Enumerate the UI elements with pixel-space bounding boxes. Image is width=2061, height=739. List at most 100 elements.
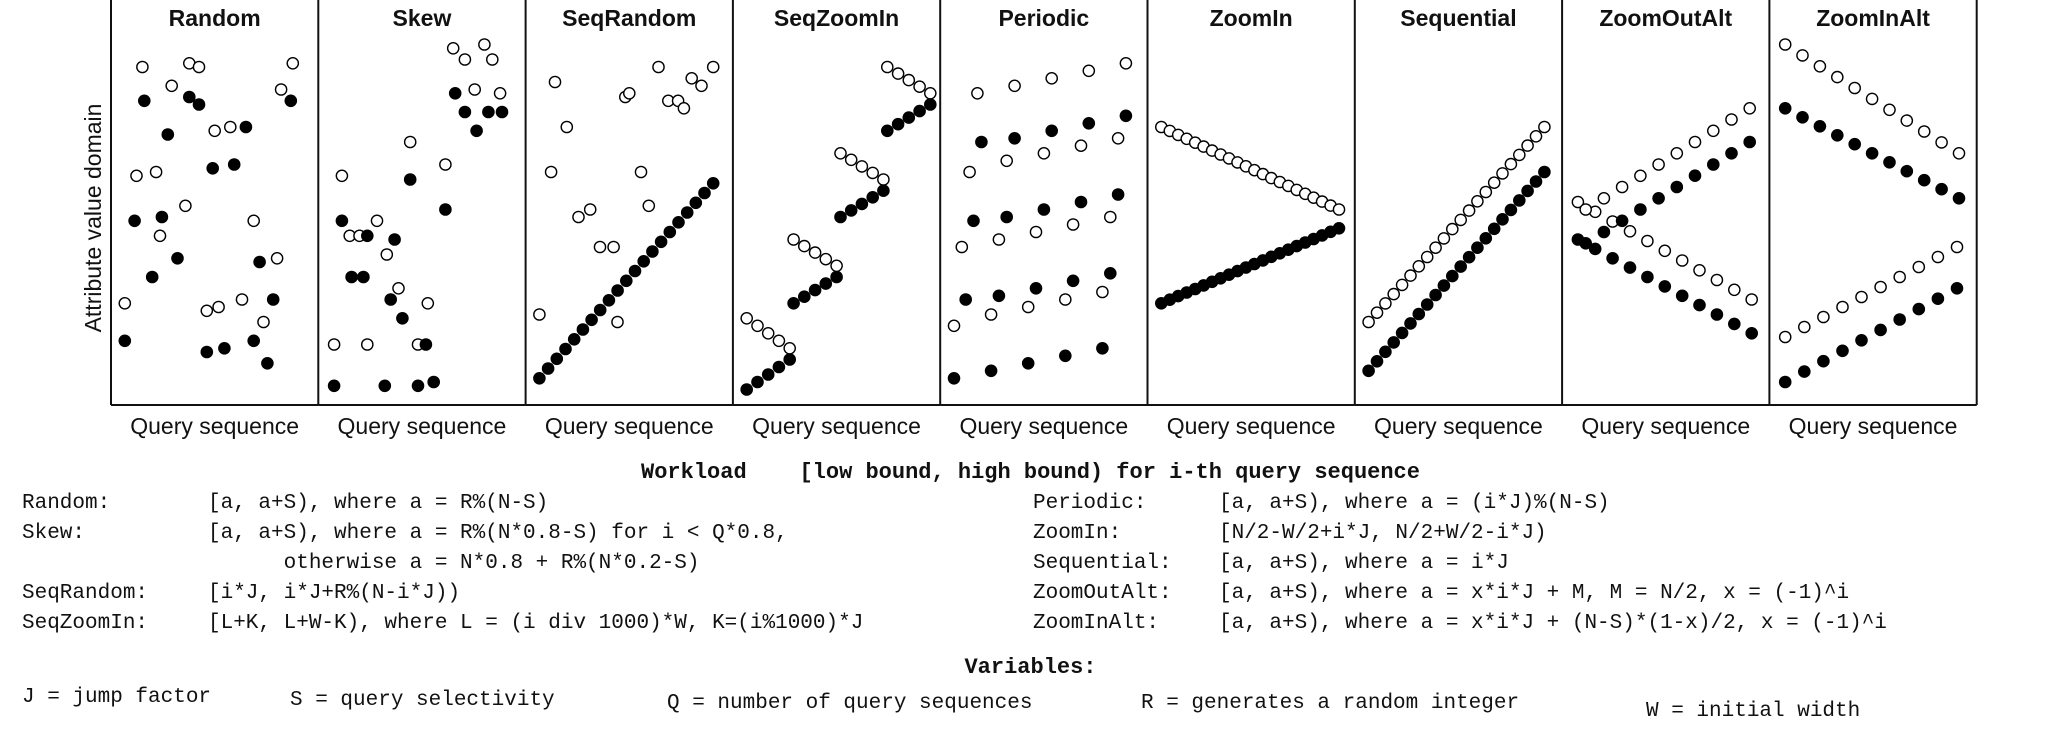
filled-point bbox=[206, 161, 219, 175]
open-point bbox=[1066, 218, 1080, 231]
filled-point bbox=[1623, 261, 1637, 274]
open-point bbox=[642, 199, 656, 213]
filled-point bbox=[984, 364, 998, 378]
filled-point bbox=[161, 128, 175, 141]
filled-point bbox=[1817, 354, 1830, 368]
filled-point bbox=[637, 254, 651, 268]
filled-point bbox=[808, 283, 822, 297]
filled-point bbox=[1362, 364, 1375, 378]
open-point bbox=[593, 240, 607, 254]
workload-formula: otherwise a = N*0.8 + R%(N*0.2-S) bbox=[208, 552, 700, 575]
filled-point bbox=[1912, 302, 1926, 316]
filled-point bbox=[1893, 313, 1906, 326]
filled-point bbox=[1606, 251, 1619, 265]
open-point bbox=[1675, 254, 1689, 267]
filled-point bbox=[335, 214, 349, 228]
filled-point bbox=[1725, 146, 1738, 160]
filled-point bbox=[439, 203, 452, 216]
open-point bbox=[1045, 72, 1058, 85]
filled-point bbox=[602, 293, 616, 307]
panel-seqzoomin: SeqZoomIn Query sequence bbox=[731, 0, 941, 439]
filled-point bbox=[740, 383, 754, 396]
open-point bbox=[153, 229, 167, 243]
x-axis-label: Query sequence bbox=[752, 413, 921, 439]
panel-zoomoutalt: ZoomOutAlt Query sequence bbox=[1561, 0, 1770, 439]
open-point bbox=[992, 233, 1006, 246]
filled-point bbox=[1429, 288, 1442, 302]
filled-point bbox=[1379, 345, 1392, 359]
open-point bbox=[370, 214, 384, 228]
panel-title: SeqRandom bbox=[562, 5, 696, 31]
open-point bbox=[1021, 300, 1035, 314]
filled-point bbox=[1950, 281, 1964, 295]
variable-definition: Q = number of query sequences bbox=[667, 692, 1033, 715]
filled-point bbox=[772, 360, 786, 374]
definition-row: ZoomOutAlt: [a, a+S), where a = x*i*J + M… bbox=[1033, 580, 2058, 608]
filled-point bbox=[819, 277, 833, 290]
definition-row: ZoomInAlt: [a, a+S), where a = x*i*J + (N… bbox=[1033, 610, 2058, 638]
open-point bbox=[1082, 64, 1096, 78]
definition-row: SeqRandom: [i*J, i*J+R%(N-i*J)) bbox=[22, 580, 1032, 608]
open-point bbox=[1111, 131, 1125, 145]
panel-title: Periodic bbox=[998, 5, 1089, 31]
open-point bbox=[192, 60, 206, 74]
open-point bbox=[1529, 129, 1543, 143]
open-point bbox=[1883, 103, 1896, 117]
open-point bbox=[1874, 280, 1887, 294]
open-point bbox=[1707, 124, 1720, 138]
open-point bbox=[695, 79, 708, 93]
variables-heading: Variables: bbox=[964, 655, 1097, 680]
open-point bbox=[855, 160, 869, 173]
filled-point bbox=[1935, 182, 1948, 196]
open-point bbox=[1008, 79, 1021, 93]
open-point bbox=[1670, 146, 1684, 160]
open-point bbox=[446, 42, 460, 55]
filled-point bbox=[1707, 158, 1720, 171]
filled-point bbox=[1588, 242, 1602, 256]
workload-formula: [N/2-W/2+i*J, N/2+W/2-i*J) bbox=[1219, 522, 1547, 545]
open-point bbox=[208, 124, 221, 138]
open-point bbox=[478, 38, 491, 51]
open-point bbox=[1370, 306, 1384, 320]
filled-point bbox=[357, 270, 370, 284]
open-point bbox=[984, 308, 998, 321]
filled-point bbox=[247, 334, 260, 348]
filled-point bbox=[388, 233, 401, 246]
open-point bbox=[1831, 70, 1844, 84]
open-point bbox=[881, 60, 894, 74]
workload-name: ZoomInAlt: bbox=[1033, 612, 1160, 635]
definition-row: Skew: [a, a+S), where a = R%(N*0.8-S) for… bbox=[22, 520, 1032, 548]
panel-title: Random bbox=[169, 5, 261, 31]
open-point bbox=[1479, 185, 1493, 199]
open-point bbox=[611, 315, 624, 329]
filled-point bbox=[1597, 225, 1611, 239]
open-point bbox=[1395, 278, 1409, 292]
filled-point bbox=[559, 342, 572, 356]
filled-point bbox=[1008, 131, 1021, 145]
filled-point bbox=[1496, 212, 1509, 226]
open-point bbox=[403, 135, 417, 149]
open-point bbox=[866, 166, 880, 180]
open-point bbox=[136, 60, 149, 74]
panel-title: ZoomIn bbox=[1210, 5, 1293, 31]
open-point bbox=[1778, 330, 1792, 344]
filled-point bbox=[378, 379, 392, 393]
filled-point bbox=[1693, 298, 1706, 312]
open-point bbox=[652, 60, 665, 74]
filled-point bbox=[680, 206, 694, 219]
open-point bbox=[439, 158, 452, 171]
workload-name: ZoomIn: bbox=[1033, 522, 1122, 545]
open-point bbox=[327, 338, 341, 351]
filled-point bbox=[1688, 169, 1702, 182]
open-point bbox=[740, 311, 754, 325]
open-point bbox=[1420, 250, 1434, 264]
open-point bbox=[1641, 234, 1654, 248]
open-point bbox=[1429, 241, 1442, 254]
filled-point bbox=[1931, 292, 1945, 306]
filled-point bbox=[1848, 137, 1861, 151]
x-axis-label: Query sequence bbox=[1167, 413, 1336, 439]
filled-point bbox=[1045, 124, 1058, 138]
definition-row: SeqZoomIn: [L+K, L+W-K), where L = (i div… bbox=[22, 610, 1032, 638]
open-point bbox=[1615, 180, 1629, 194]
filled-point bbox=[834, 210, 847, 224]
